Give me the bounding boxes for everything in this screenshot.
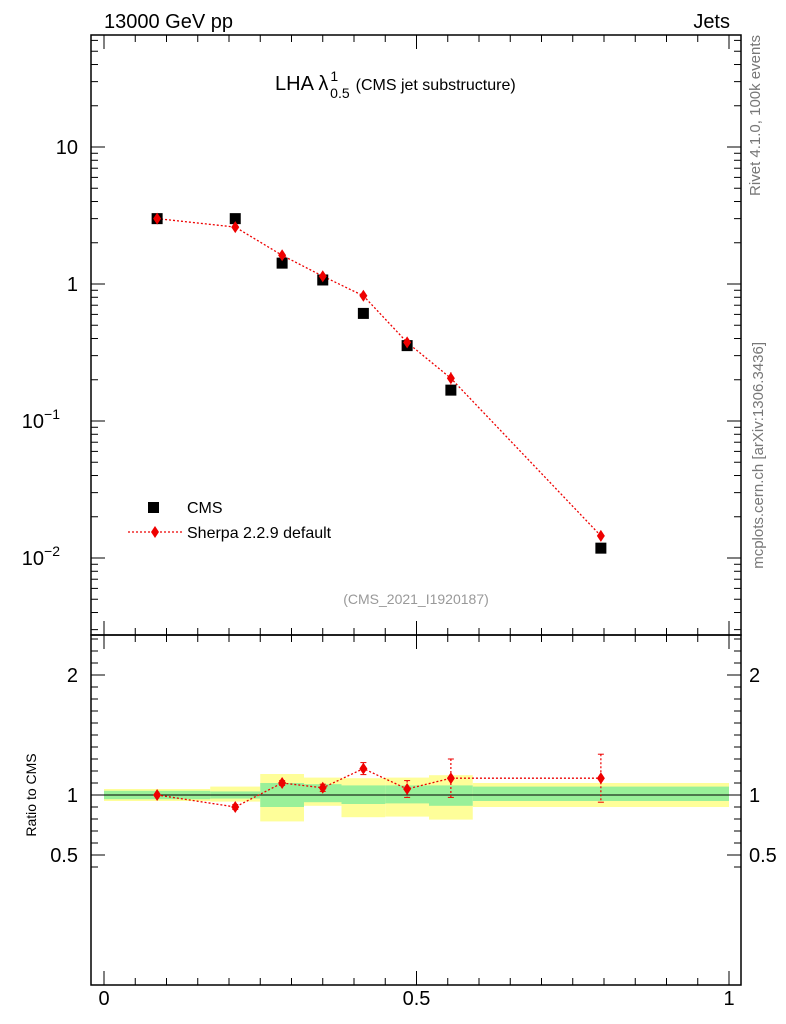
ratio-point-7 — [596, 772, 605, 785]
main-y-tick-exp-1: −1 — [44, 406, 60, 422]
ratio-y-tick-label-right-0: 0.5 — [749, 845, 777, 867]
mc-point-6 — [446, 372, 455, 385]
mc-point-1 — [231, 221, 240, 234]
main-y-tick-exp-0: −2 — [44, 543, 60, 559]
title-suffix: (CMS jet substructure) — [356, 77, 516, 94]
cms-point-1 — [229, 213, 241, 225]
ratio-point-6 — [446, 772, 455, 785]
main-y-tick-label-3: 10 — [56, 137, 78, 159]
energy-label: 13000 GeV pp — [104, 11, 233, 33]
legend: CMS Sherpa 2.2.9 default — [128, 500, 332, 542]
mc-point-4 — [359, 289, 368, 302]
ratio-point-2 — [278, 777, 287, 789]
cms-point-6 — [445, 384, 457, 396]
mc-point-3 — [318, 270, 327, 283]
ratio-mc-line — [104, 767, 729, 808]
ratio-point-3 — [318, 781, 327, 794]
mc-point-2 — [278, 249, 287, 262]
cms-point-7 — [595, 542, 607, 554]
ratio-point-0 — [153, 789, 162, 801]
ratio-point-4 — [359, 762, 368, 775]
plot-title: LHA λ 1 0.5 (CMS jet substructure) — [275, 68, 516, 101]
x-tick-label-2: 1 — [723, 988, 734, 1010]
title-superscript: 1 — [330, 68, 338, 84]
rivet-version-label: Rivet 4.1.0, 100k events — [747, 35, 764, 196]
title-main: LHA λ — [275, 73, 328, 95]
ratio-point-1 — [231, 801, 240, 813]
main-y-tick-base-1: 10 — [22, 411, 44, 433]
main-y-tick-label-1: 10−1 — [22, 406, 60, 433]
ratio-y-tick-label-right-2: 2 — [749, 665, 760, 687]
main-y-tick-base-0: 10 — [22, 548, 44, 570]
mc-series-line — [157, 217, 602, 537]
main-y-tick-label-2: 1 — [67, 274, 78, 296]
analysis-id: (CMS_2021_I1920187) — [343, 591, 489, 607]
main-mc-line — [157, 217, 602, 537]
ratio-markers — [153, 753, 605, 813]
legend-marker-mc — [151, 526, 159, 538]
ratio-y-tick-label-left-0: 0.5 — [50, 845, 78, 867]
cms-point-4 — [357, 307, 369, 319]
ratio-y-tick-label-left-1: 1 — [67, 785, 78, 807]
cms-point-2 — [276, 257, 288, 269]
ratio-uncertainty-bands — [104, 774, 729, 822]
legend-label-cms: CMS — [187, 500, 223, 517]
mc-point-0 — [153, 212, 162, 225]
main-markers — [151, 212, 607, 554]
x-tick-label-1: 0.5 — [403, 988, 431, 1010]
ratio-y-tick-label-right-1: 1 — [749, 785, 760, 807]
mc-point-5 — [403, 336, 412, 349]
band-inner-7 — [472, 786, 729, 801]
title-subscript: 0.5 — [330, 85, 350, 101]
legend-marker-cms — [148, 502, 159, 513]
ratio-point-5 — [403, 783, 412, 795]
legend-label-mc: Sherpa 2.2.9 default — [187, 525, 332, 542]
x-tick-label-0: 0 — [98, 988, 109, 1010]
process-label: Jets — [693, 11, 730, 33]
ratio-y-tick-label-left-2: 2 — [67, 665, 78, 687]
main-y-tick-label-0: 10−2 — [22, 543, 60, 570]
mcplots-label: mcplots.cern.ch [arXiv:1306.3436] — [750, 342, 767, 569]
main-frame — [90, 34, 742, 636]
ratio-y-axis-label: Ratio to CMS — [23, 753, 39, 836]
mc-point-7 — [596, 529, 605, 542]
